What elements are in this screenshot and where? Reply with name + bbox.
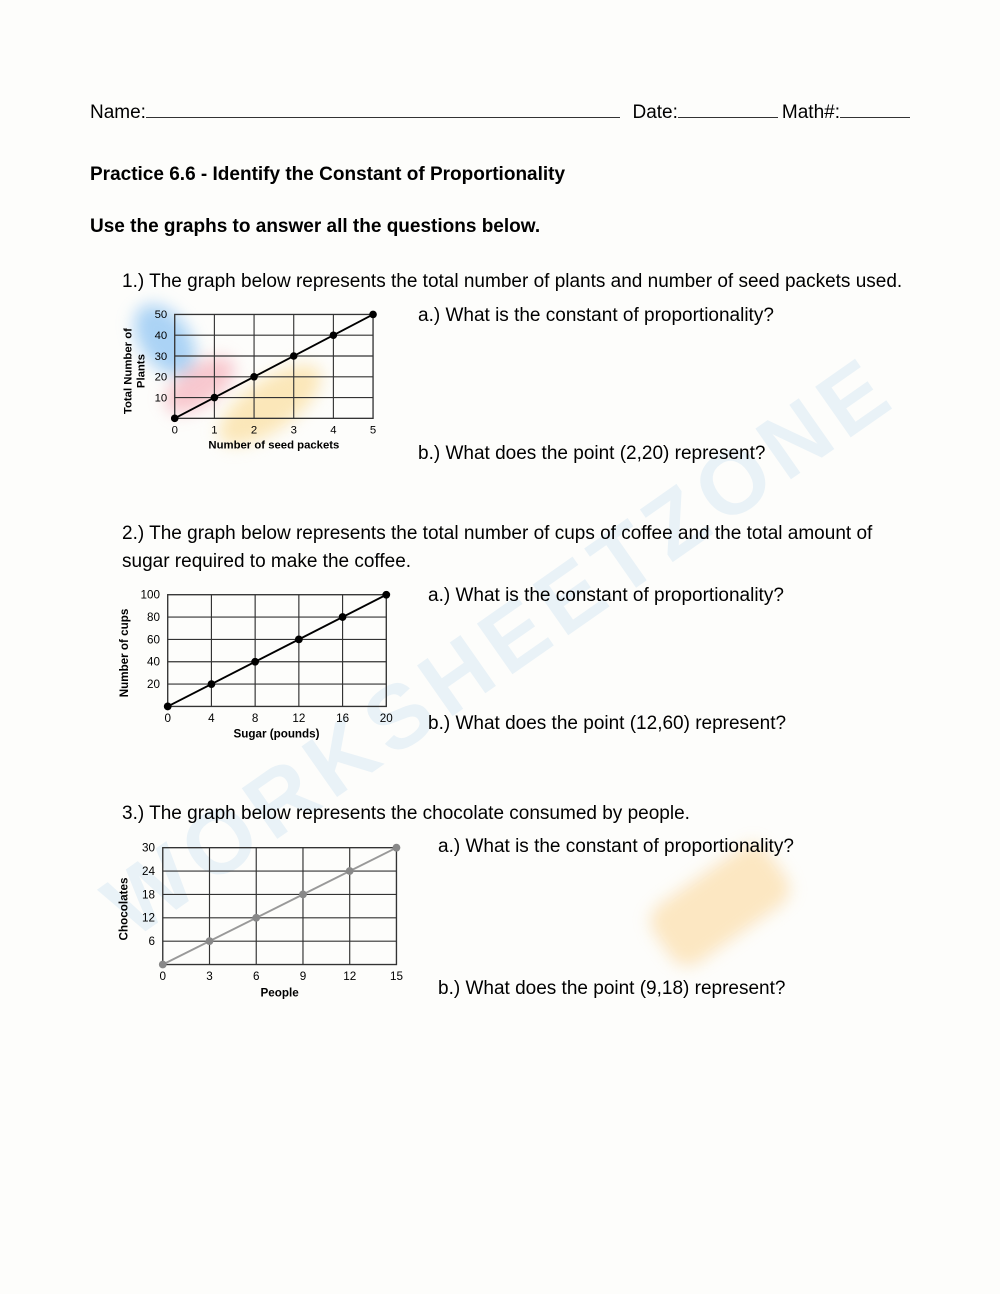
- question-3b: b.) What does the point (9,18) represent…: [438, 978, 910, 1000]
- chart-2: 100 80 60 40 20 0 4 8 12 16 20 Sugar (po…: [110, 585, 410, 760]
- math-label: Math#:: [782, 102, 840, 124]
- y-axis-label: Number of cups: [118, 608, 131, 697]
- problem-text: The graph below represents the chocolate…: [149, 803, 690, 824]
- name-label: Name:: [90, 102, 146, 124]
- ytick: 10: [155, 392, 168, 404]
- xtick: 20: [380, 711, 393, 724]
- ytick: 40: [155, 330, 168, 342]
- problem-number: 1.): [122, 271, 144, 292]
- xtick: 2: [251, 424, 257, 436]
- xtick: 0: [160, 970, 167, 983]
- xtick: 4: [208, 711, 215, 724]
- ytick: 6: [148, 935, 154, 948]
- ytick: 40: [147, 655, 160, 668]
- x-axis-label: People: [260, 987, 299, 1000]
- ytick: 100: [141, 588, 161, 601]
- xtick: 0: [164, 711, 171, 724]
- xtick: 0: [172, 424, 178, 436]
- date-label: Date:: [632, 102, 677, 124]
- y-axis-label: Chocolates: [118, 877, 131, 940]
- xtick: 4: [330, 424, 336, 436]
- xtick: 16: [336, 711, 349, 724]
- name-blank[interactable]: [146, 100, 621, 118]
- date-blank[interactable]: [678, 100, 778, 118]
- xtick: 9: [300, 970, 307, 983]
- question-1b: b.) What does the point (2,20) represent…: [418, 443, 910, 465]
- problem-2-row: 100 80 60 40 20 0 4 8 12 16 20 Sugar (po…: [90, 585, 910, 760]
- y-axis-label-line2: Plants: [136, 354, 148, 388]
- ytick: 30: [155, 350, 168, 362]
- question-1a: a.) What is the constant of proportional…: [418, 305, 910, 327]
- problem-3-row: 30 24 18 12 6 0 3 6 9 12 15 People Choco…: [90, 836, 910, 1026]
- worksheet-title: Practice 6.6 - Identify the Constant of …: [90, 164, 910, 186]
- problem-1-row: 50 40 30 20 10 0 1 2 3 4 5 Number of see…: [90, 305, 910, 480]
- xtick: 15: [390, 970, 403, 983]
- worksheet-page: WORKSHEETZONE Name: Date: Math#: Practic…: [0, 0, 1000, 1294]
- ytick: 20: [147, 677, 160, 690]
- ytick: 20: [155, 371, 168, 383]
- xtick: 5: [370, 424, 376, 436]
- problem-2-questions: a.) What is the constant of proportional…: [428, 585, 910, 735]
- xtick: 8: [252, 711, 258, 724]
- xtick: 12: [292, 711, 305, 724]
- problem-text: The graph below represents the total num…: [149, 271, 902, 292]
- question-2a: a.) What is the constant of proportional…: [428, 585, 910, 607]
- y-axis-label-line1: Total Number of: [122, 327, 134, 413]
- ytick: 12: [142, 912, 155, 925]
- xtick: 1: [211, 424, 217, 436]
- question-3a: a.) What is the constant of proportional…: [438, 836, 910, 858]
- chart-3: 30 24 18 12 6 0 3 6 9 12 15 People Choco…: [110, 836, 420, 1026]
- ytick: 24: [142, 865, 155, 878]
- x-axis-label: Sugar (pounds): [234, 727, 320, 740]
- x-axis-label: Number of seed packets: [208, 439, 339, 451]
- ytick: 60: [147, 633, 160, 646]
- problem-3-prompt: 3.) The graph below represents the choco…: [122, 800, 910, 829]
- header-fields: Name: Date: Math#:: [90, 100, 910, 124]
- chart-1: 50 40 30 20 10 0 1 2 3 4 5 Number of see…: [110, 305, 400, 480]
- problem-number: 2.): [122, 523, 144, 544]
- problem-1-prompt: 1.) The graph below represents the total…: [122, 268, 910, 297]
- xtick: 3: [291, 424, 297, 436]
- xtick: 6: [253, 970, 259, 983]
- ytick: 50: [155, 309, 168, 321]
- problem-number: 3.): [122, 803, 144, 824]
- xtick: 3: [206, 970, 213, 983]
- problem-text: The graph below represents the total num…: [122, 523, 872, 573]
- question-2b: b.) What does the point (12,60) represen…: [428, 713, 910, 735]
- xtick: 12: [343, 970, 356, 983]
- problem-1-questions: a.) What is the constant of proportional…: [418, 305, 910, 465]
- problem-2-prompt: 2.) The graph below represents the total…: [122, 520, 910, 577]
- problem-3-questions: a.) What is the constant of proportional…: [438, 836, 910, 1000]
- worksheet-subtitle: Use the graphs to answer all the questio…: [90, 216, 910, 238]
- math-blank[interactable]: [840, 100, 910, 118]
- ytick: 30: [142, 842, 155, 855]
- ytick: 18: [142, 888, 155, 901]
- ytick: 80: [147, 610, 160, 623]
